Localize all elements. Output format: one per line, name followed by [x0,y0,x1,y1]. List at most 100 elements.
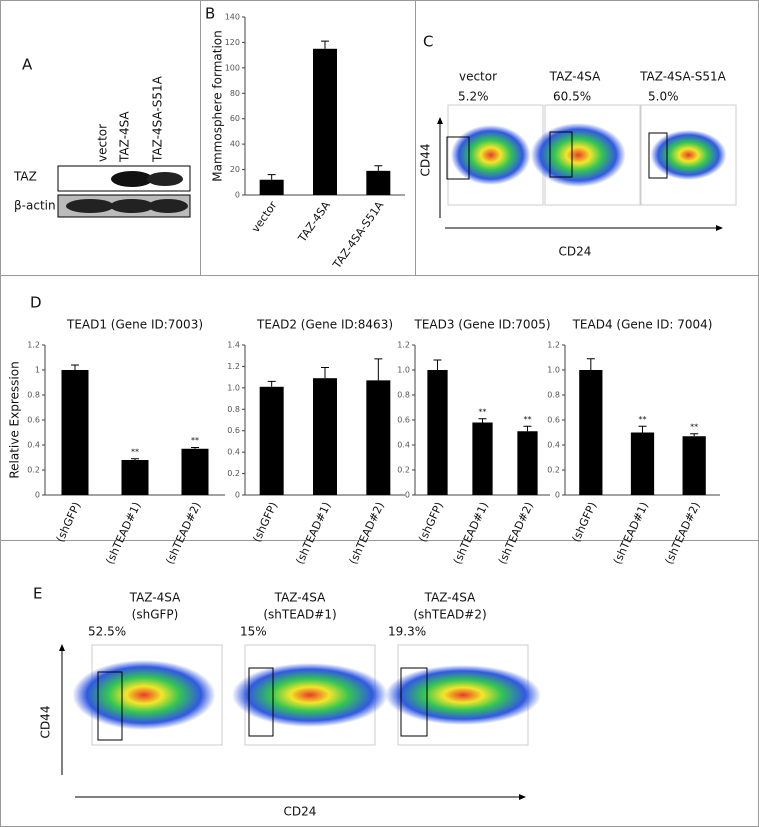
error-bar [321,40,329,49]
axis-label: CD24 [284,805,317,819]
y-tick-label: 1.0 [397,366,410,375]
bar [313,48,337,196]
gate [400,667,428,737]
significance: ** [191,436,199,445]
y-tick-label: 0 [405,491,410,500]
y-tick-label: 1.2 [227,362,240,371]
bar [259,386,284,495]
band [110,199,154,213]
y-tick-label: 0.2 [227,469,240,478]
x-tick-label: (shTEAD#2) [163,500,203,566]
bar [313,378,337,495]
y-tick-label: 1.0 [227,383,240,392]
y-tick-label: 0.4 [547,441,560,450]
lane-label: TAZ-4SA-S51A [151,75,165,163]
x-tick-label: (shTEAD#1) [103,500,143,566]
chart-title: TEAD3 (Gene ID:7005) [413,318,550,332]
y-tick-label: 120 [225,38,240,47]
chart-title: TEAD2 (Gene ID:8463) [256,318,393,332]
y-tick-label: 1 [35,366,40,375]
y-tick-label: 0.8 [227,405,240,414]
group-label: TAZ-4SA [129,591,181,605]
x-tick-label: (shTEAD#2) [496,500,536,566]
y-tick-label: 0.2 [27,466,40,475]
x-tick-label: (shTEAD#1) [293,500,333,566]
y-axis-label: Mammosphere formation [211,30,225,181]
y-tick-label: 80 [230,89,240,98]
bar [259,179,284,195]
error-bar [267,380,276,387]
error-bar [374,165,383,171]
y-tick-label: 0.4 [397,441,410,450]
error-bar [71,364,79,370]
group-label: TAZ-4SA [424,591,476,605]
density-cloud [72,660,216,730]
y-tick-label: 0.6 [27,416,40,425]
flow-plot [640,104,737,206]
bar [579,370,603,495]
group-label: TAZ-4SA [549,70,601,84]
density-cloud [650,130,727,180]
band [111,171,153,187]
x-tick-label: (shGFP) [250,500,280,544]
y-tick-label: 100 [225,63,240,72]
density-cloud [530,123,626,187]
group-label: (shTEAD#1) [263,608,336,622]
group-label: TAZ-4SA-S51A [639,70,727,84]
y-tick-label: 0.8 [547,391,560,400]
error-bar [433,359,442,370]
bar [682,436,706,495]
x-tick-label: (shTEAD#2) [347,500,387,566]
gate [446,136,470,180]
x-tick-label: (shTEAD#1) [451,500,491,566]
bar [472,422,493,495]
axis-label: CD24 [559,245,592,259]
panel-label: A [22,56,33,74]
error-bar [690,433,699,437]
percent-label: 5.2% [458,90,489,104]
x-tick-label: vector [249,199,280,235]
lane-label: vector [96,124,110,162]
y-tick-label: 0.2 [547,466,560,475]
y-tick-label: 140 [225,13,240,22]
bar [517,431,538,495]
y-tick-label: 0.4 [227,448,240,457]
bar [427,370,448,495]
x-tick-label: (shTEAD#2) [662,500,702,566]
axis-label: CD44 [419,144,433,177]
significance: ** [131,447,139,456]
percent-label: 60.5% [553,90,591,104]
y-tick-label: 0.6 [397,416,410,425]
group-label: TAZ-4SA [274,591,326,605]
error-bar [638,425,647,433]
x-tick-label: (shGFP) [416,500,446,544]
y-tick-label: 0 [235,191,240,200]
x-tick-label: (shGFP) [54,500,84,544]
density-cloud [232,663,388,727]
error-bar [131,458,139,460]
gate [248,667,274,737]
y-tick-label: 1.2 [27,341,40,350]
bar [630,432,655,495]
error-bar [321,367,329,379]
group-label: (shGFP) [132,608,179,622]
bar [181,448,209,495]
panel-label: B [205,5,215,23]
y-tick-label: 0.6 [227,426,240,435]
row-label: β-actin [14,199,56,213]
band [148,199,188,213]
bar [121,460,149,495]
gate [648,132,668,179]
error-bar [374,358,383,381]
y-tick-label: 60 [230,114,240,123]
band [147,172,183,186]
significance: ** [639,415,647,424]
lane-label: TAZ-4SA [118,111,132,163]
percent-label: 52.5% [88,625,126,639]
group-label: (shTEAD#2) [413,608,486,622]
density-cloud [385,665,541,725]
y-axis-label: Relative Expression [8,361,22,478]
percent-label: 5.0% [648,90,679,104]
panel-label: E [33,585,42,603]
